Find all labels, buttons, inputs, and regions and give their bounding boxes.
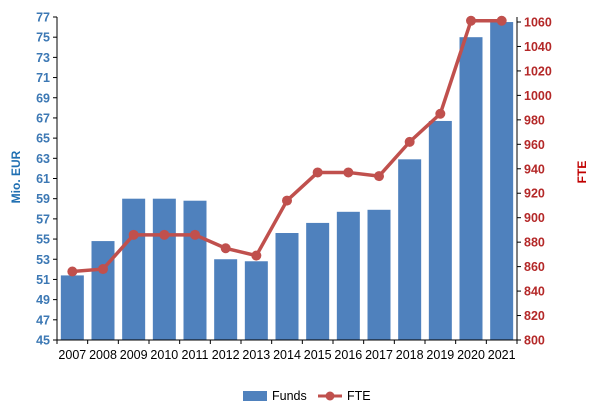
bar-funds-2019 bbox=[428, 120, 452, 340]
x-tick-label-2007: 2007 bbox=[58, 348, 86, 362]
x-tick-label-2009: 2009 bbox=[120, 348, 148, 362]
left-tick-label: 57 bbox=[36, 212, 50, 226]
legend: Funds FTE bbox=[243, 389, 371, 403]
bar-funds-2009 bbox=[122, 198, 146, 340]
x-tick-label-2018: 2018 bbox=[396, 348, 424, 362]
right-tick-label: 920 bbox=[524, 187, 545, 201]
x-tick-label-2020: 2020 bbox=[457, 348, 485, 362]
left-tick-label: 45 bbox=[36, 334, 50, 348]
right-tick-label: 1060 bbox=[524, 16, 552, 30]
left-tick-label: 61 bbox=[36, 172, 50, 186]
left-tick-label: 47 bbox=[36, 313, 50, 327]
legend-funds-label: Funds bbox=[272, 389, 307, 403]
bar-funds-2017 bbox=[367, 209, 391, 340]
right-tick-label: 820 bbox=[524, 309, 545, 323]
bar-funds-2010 bbox=[152, 198, 176, 340]
bar-funds-2021 bbox=[490, 22, 514, 340]
x-axis-ticks: 2007 2008 2009 2010 2011 2012 2013 2014 2015 2016… bbox=[56, 340, 518, 362]
x-tick-label-2014: 2014 bbox=[273, 348, 301, 362]
left-tick-label: 67 bbox=[36, 111, 50, 125]
legend-fte-label: FTE bbox=[347, 389, 371, 403]
fte-point-2010 bbox=[159, 229, 170, 240]
left-tick-label: 69 bbox=[36, 91, 50, 105]
x-tick-label-2011: 2011 bbox=[182, 348, 209, 362]
x-tick-label-2019: 2019 bbox=[426, 348, 454, 362]
left-tick-label: 75 bbox=[36, 31, 50, 45]
x-tick-label-2017: 2017 bbox=[365, 348, 393, 362]
right-tick-label: 960 bbox=[524, 138, 545, 152]
bar-funds-2014 bbox=[275, 233, 299, 340]
right-tick-label: 940 bbox=[524, 162, 545, 176]
right-tick-label: 800 bbox=[524, 334, 545, 348]
bar-funds-2008 bbox=[91, 241, 115, 340]
left-axis-title: Mio. EUR bbox=[9, 150, 23, 203]
left-tick-label: 53 bbox=[36, 253, 50, 267]
x-tick-label-2016: 2016 bbox=[334, 348, 362, 362]
x-tick-label-2008: 2008 bbox=[89, 348, 117, 362]
left-tick-label: 51 bbox=[36, 273, 50, 287]
left-tick-label: 77 bbox=[36, 11, 50, 25]
right-axis-ticks: 800 820 840 860 880 900 920 940 960 980 1000 1020 10… bbox=[517, 16, 552, 348]
left-tick-label: 49 bbox=[36, 293, 50, 307]
fte-point-2019 bbox=[435, 108, 446, 119]
fte-point-2013 bbox=[251, 250, 262, 261]
right-tick-label: 860 bbox=[524, 260, 545, 274]
left-tick-label: 63 bbox=[36, 152, 50, 166]
fte-point-2018 bbox=[404, 136, 415, 147]
fte-point-2014 bbox=[282, 195, 292, 206]
right-tick-label: 1000 bbox=[524, 89, 552, 103]
bar-funds-2015 bbox=[306, 222, 330, 340]
legend-fte-marker bbox=[325, 391, 335, 401]
legend-funds-swatch bbox=[243, 391, 267, 401]
x-tick-label-2012: 2012 bbox=[212, 348, 240, 362]
fte-point-2020 bbox=[466, 15, 476, 26]
fte-point-2015 bbox=[312, 167, 323, 178]
right-tick-label: 840 bbox=[524, 285, 545, 299]
right-tick-label: 1020 bbox=[524, 64, 552, 78]
fte-point-2011 bbox=[190, 229, 200, 240]
x-tick-label-2021: 2021 bbox=[488, 348, 516, 362]
bar-funds-2018 bbox=[398, 159, 422, 340]
x-tick-label-2013: 2013 bbox=[242, 348, 270, 362]
left-tick-label: 71 bbox=[36, 71, 50, 85]
fte-point-2008 bbox=[98, 264, 108, 275]
right-tick-label: 980 bbox=[524, 113, 545, 127]
funds-bars bbox=[60, 22, 514, 340]
fte-point-2012 bbox=[220, 243, 231, 254]
bar-funds-2013 bbox=[244, 261, 268, 340]
fte-point-2021 bbox=[496, 15, 507, 26]
bar-funds-2012 bbox=[214, 259, 238, 340]
left-tick-label: 65 bbox=[36, 132, 50, 146]
left-axis-ticks: 45 47 49 51 53 55 57 59 61 63 65 67 69 71 73 75 77 bbox=[36, 11, 57, 348]
fte-point-2016 bbox=[343, 167, 354, 178]
bar-funds-2020 bbox=[459, 37, 483, 340]
fte-line-layer bbox=[67, 15, 507, 277]
bar-funds-2016 bbox=[336, 211, 360, 340]
x-tick-label-2010: 2010 bbox=[150, 348, 178, 362]
fte-point-2009 bbox=[128, 229, 139, 240]
right-axis-title: FTE bbox=[575, 161, 589, 184]
fte-point-2017 bbox=[374, 171, 384, 182]
bar-funds-2011 bbox=[183, 200, 207, 340]
x-tick-label-2015: 2015 bbox=[304, 348, 332, 362]
bar-funds-2007 bbox=[60, 275, 84, 340]
left-tick-label: 55 bbox=[36, 233, 50, 247]
right-tick-label: 1040 bbox=[524, 40, 552, 54]
right-tick-label: 880 bbox=[524, 236, 545, 250]
left-tick-label: 59 bbox=[36, 192, 50, 206]
left-tick-label: 73 bbox=[36, 51, 50, 65]
right-tick-label: 900 bbox=[524, 211, 545, 225]
fte-point-2007 bbox=[67, 266, 78, 277]
